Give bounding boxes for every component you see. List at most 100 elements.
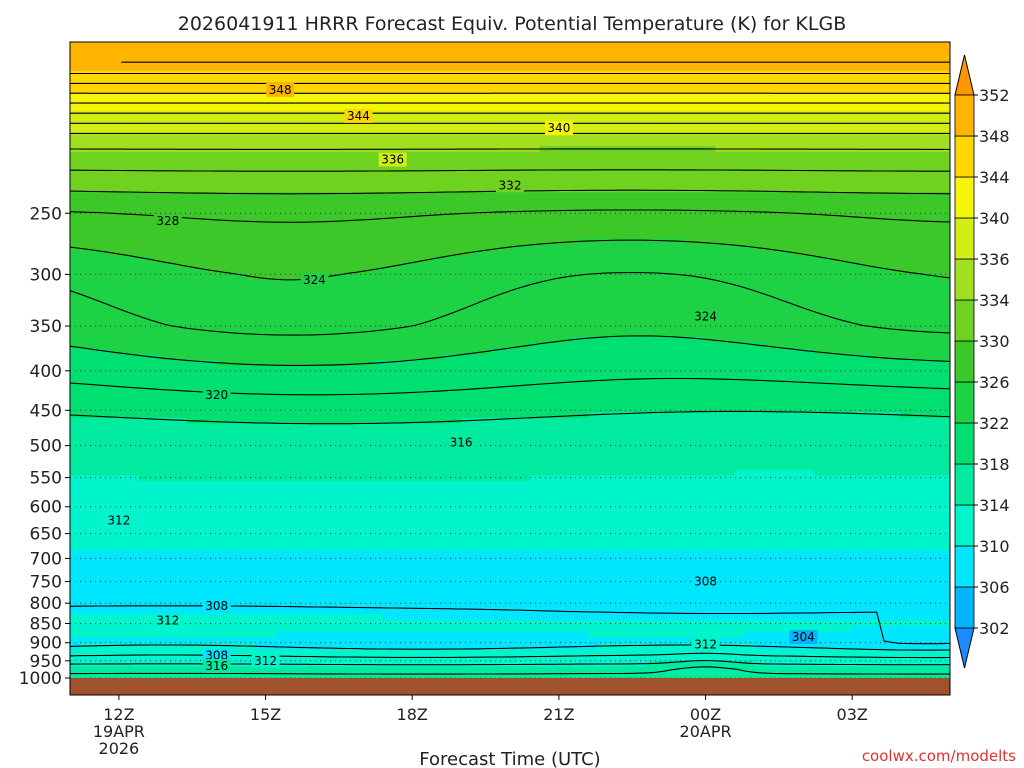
heatmap-cell xyxy=(304,209,316,217)
heatmap-cell xyxy=(529,342,540,350)
heatmap-cell xyxy=(373,117,384,124)
heatmap-cell xyxy=(637,302,648,309)
heatmap-cell xyxy=(363,140,374,147)
heatmap-cell xyxy=(715,331,726,338)
heatmap-cell xyxy=(177,250,188,257)
heatmap-cell xyxy=(197,76,208,84)
heatmap-cell xyxy=(314,348,325,355)
heatmap-cell xyxy=(167,290,179,297)
heatmap-cell xyxy=(803,122,814,130)
heatmap-cell xyxy=(656,336,668,344)
heatmap-cell xyxy=(206,209,218,217)
heatmap-cell xyxy=(118,348,130,355)
heatmap-cell xyxy=(558,232,570,240)
heatmap-cell xyxy=(695,244,707,251)
heatmap-cell xyxy=(500,192,511,199)
heatmap-cell xyxy=(519,105,531,112)
heatmap-cell xyxy=(187,267,198,274)
heatmap-cell xyxy=(822,117,834,124)
heatmap-cell xyxy=(206,163,218,170)
heatmap-cell xyxy=(148,76,159,84)
heatmap-cell xyxy=(167,53,179,60)
heatmap-cell xyxy=(656,354,668,361)
heatmap-cell xyxy=(666,53,677,60)
heatmap-cell xyxy=(734,232,746,240)
heatmap-cell xyxy=(881,117,892,124)
heatmap-cell xyxy=(158,296,169,303)
heatmap-cell xyxy=(705,290,716,297)
heatmap-cell xyxy=(265,111,276,118)
heatmap-cell xyxy=(451,140,462,147)
heatmap-cell xyxy=(412,122,423,130)
heatmap-cell xyxy=(246,302,257,309)
heatmap-cell xyxy=(206,360,218,367)
heatmap-cell xyxy=(646,88,658,95)
heatmap-cell xyxy=(431,302,443,309)
heatmap-cell xyxy=(646,128,658,136)
heatmap-cell xyxy=(294,261,306,269)
heatmap-cell xyxy=(304,284,316,292)
heatmap-cell xyxy=(754,88,765,95)
heatmap-cell xyxy=(832,151,844,159)
heatmap-cell xyxy=(695,180,707,188)
heatmap-cell xyxy=(539,302,550,309)
heatmap-cell xyxy=(343,238,355,245)
heatmap-cell xyxy=(920,227,932,234)
heatmap-cell xyxy=(510,65,521,72)
heatmap-cell xyxy=(744,238,756,245)
heatmap-cell xyxy=(255,134,267,141)
heatmap-cell xyxy=(803,105,814,112)
heatmap-cell xyxy=(930,203,941,211)
heatmap-cell xyxy=(324,180,335,188)
heatmap-cell xyxy=(70,203,81,211)
heatmap-cell xyxy=(940,313,950,321)
heatmap-cell xyxy=(246,215,257,222)
heatmap-cell xyxy=(754,70,765,78)
heatmap-cell xyxy=(138,325,149,332)
heatmap-cell xyxy=(734,94,746,101)
heatmap-cell xyxy=(588,174,599,182)
heatmap-cell xyxy=(686,348,697,355)
heatmap-cell xyxy=(138,313,149,321)
heatmap-cell xyxy=(206,325,218,332)
heatmap-cell xyxy=(901,117,912,124)
heatmap-cell xyxy=(862,76,873,84)
heatmap-cell xyxy=(343,227,355,234)
heatmap-cell xyxy=(167,157,179,165)
heatmap-cell xyxy=(715,267,726,274)
heatmap-cell xyxy=(187,331,198,338)
heatmap-cell xyxy=(607,284,619,292)
heatmap-cell xyxy=(607,261,619,269)
heatmap-cell xyxy=(382,122,394,130)
heatmap-cell xyxy=(470,53,482,60)
heatmap-cell xyxy=(109,284,120,292)
heatmap-cell xyxy=(314,238,325,245)
heatmap-cell xyxy=(920,255,932,263)
heatmap-cell xyxy=(353,105,364,112)
heatmap-cell xyxy=(275,284,286,292)
heatmap-cell xyxy=(109,198,120,205)
heatmap-cell xyxy=(177,88,188,95)
heatmap-cell xyxy=(842,76,853,84)
heatmap-cell xyxy=(118,157,130,165)
heatmap-cell xyxy=(881,238,892,245)
heatmap-cell xyxy=(109,331,120,338)
heatmap-cell xyxy=(304,203,316,211)
heatmap-cell xyxy=(265,360,276,367)
heatmap-cell xyxy=(294,70,306,78)
heatmap-cell xyxy=(519,111,531,118)
heatmap-cell xyxy=(138,319,149,326)
heatmap-cell xyxy=(901,255,912,263)
heatmap-cell xyxy=(89,47,100,55)
heatmap-cell xyxy=(842,134,853,141)
heatmap-cell xyxy=(891,76,902,84)
heatmap-cell xyxy=(373,76,384,84)
heatmap-cell xyxy=(871,302,883,309)
heatmap-cell xyxy=(480,313,492,321)
heatmap-cell xyxy=(255,221,267,228)
heatmap-cell xyxy=(705,261,716,269)
heatmap-cell xyxy=(70,117,81,124)
heatmap-cell xyxy=(549,319,560,326)
heatmap-cell xyxy=(910,354,922,361)
heatmap-cell xyxy=(891,174,902,182)
